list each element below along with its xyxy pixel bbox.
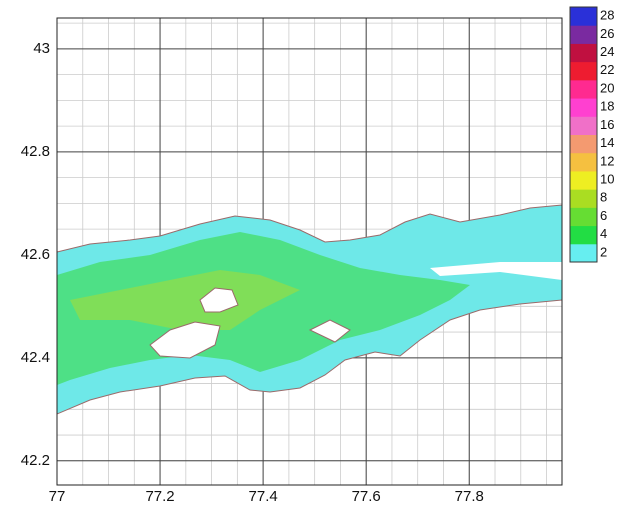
colorbar-swatch [570, 98, 597, 117]
colorbar-label: 6 [600, 208, 607, 223]
field-high [70, 270, 300, 330]
colorbar-swatch [570, 225, 597, 245]
colorbar-swatch [570, 170, 597, 190]
x-tick-label: 77.8 [455, 488, 484, 505]
field-hole [308, 319, 351, 343]
colorbar-label: 20 [600, 80, 614, 95]
colorbar-label: 16 [600, 117, 614, 132]
y-tick-label: 42.4 [21, 349, 50, 366]
colorbar-label: 12 [600, 153, 614, 168]
field [57, 204, 562, 415]
y-tick-label: 42.8 [21, 143, 50, 160]
colorbar-label: 24 [600, 44, 614, 59]
y-tick-label: 43 [33, 40, 50, 57]
field-hole [199, 287, 239, 313]
colorbar-swatch [570, 152, 597, 172]
y-tick-label: 42.6 [21, 246, 50, 263]
colorbar-swatch [570, 7, 597, 26]
colorbar-label: 8 [600, 190, 607, 205]
x-tick-label: 77.6 [352, 488, 381, 505]
colorbar-frame [569, 6, 598, 263]
colorbar-label: 18 [600, 99, 614, 114]
plot-frame [56, 17, 563, 486]
colorbar-swatch [570, 43, 597, 63]
field-gap [430, 262, 562, 280]
colorbar-swatch [570, 25, 597, 44]
colorbar-label: 28 [600, 8, 614, 23]
colorbar-swatch [570, 207, 597, 227]
colorbar-swatch [570, 134, 597, 154]
x-tick-label: 77 [49, 488, 66, 505]
colorbar-label: 26 [600, 26, 614, 41]
colorbar-label: 14 [600, 135, 614, 150]
colorbar-swatch [570, 116, 597, 135]
colorbar-label: 22 [600, 62, 614, 77]
colorbar-swatch [570, 243, 597, 263]
colorbar-label: 4 [600, 226, 607, 241]
colorbar-swatch [570, 79, 597, 99]
field-hole [149, 321, 221, 359]
colorbar-label: 10 [600, 171, 614, 186]
colorbar-label: 2 [600, 244, 607, 259]
y-tick-label: 42.2 [21, 452, 50, 469]
x-tick-label: 77.4 [249, 488, 278, 505]
colorbar-swatch [570, 61, 597, 81]
colorbar-swatch [570, 189, 597, 208]
x-tick-label: 77.2 [145, 488, 174, 505]
